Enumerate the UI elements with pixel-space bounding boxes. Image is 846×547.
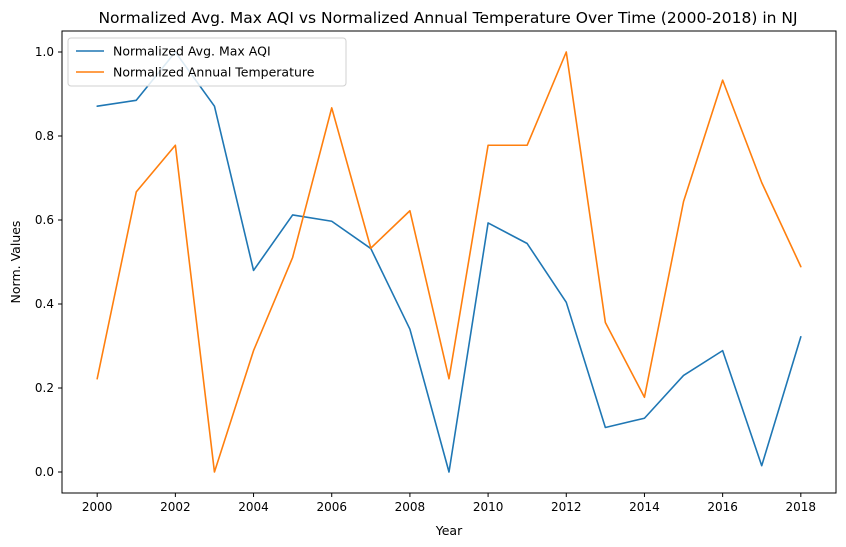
y-axis: 0.0 0.2 0.4 0.6 0.8 1.0: [35, 45, 62, 479]
x-tick-label: 2006: [316, 500, 347, 514]
x-tick-label: 2014: [629, 500, 660, 514]
x-tick-label: 2002: [160, 500, 191, 514]
series-line-aqi: [96, 51, 802, 473]
x-tick-label: 2016: [707, 500, 738, 514]
series-line-temperature: [96, 51, 802, 473]
x-tick-label: 2000: [82, 500, 113, 514]
y-tick-label: 0.6: [35, 213, 54, 227]
x-axis: 2000 2002 2004 2006 2008 2010 2012 2014 2016 2018: [82, 493, 816, 514]
x-tick-label: 2008: [395, 500, 426, 514]
x-tick-label: 2012: [551, 500, 582, 514]
x-tick-label: 2004: [238, 500, 269, 514]
legend-box: [67, 37, 347, 87]
legend-label: Normalized Avg. Max AQI: [113, 44, 271, 59]
legend: Normalized Avg. Max AQI Normalized Annual…: [67, 37, 347, 87]
y-tick-label: 0.2: [35, 381, 54, 395]
legend-label: Normalized Annual Temperature: [113, 65, 315, 80]
y-tick-label: 1.0: [35, 45, 54, 59]
plot-area: [61, 30, 837, 494]
x-tick-label: 2010: [473, 500, 504, 514]
y-tick-label: 0.4: [35, 297, 54, 311]
chart-title: Normalized Avg. Max AQI vs Normalized An…: [98, 9, 797, 27]
y-tick-label: 0.8: [35, 129, 54, 143]
y-axis-label: Norm. Values: [8, 221, 23, 304]
y-tick-label: 0.0: [35, 465, 54, 479]
x-axis-label: Year: [435, 523, 463, 538]
x-tick-label: 2018: [786, 500, 817, 514]
series-lines: [96, 51, 802, 473]
